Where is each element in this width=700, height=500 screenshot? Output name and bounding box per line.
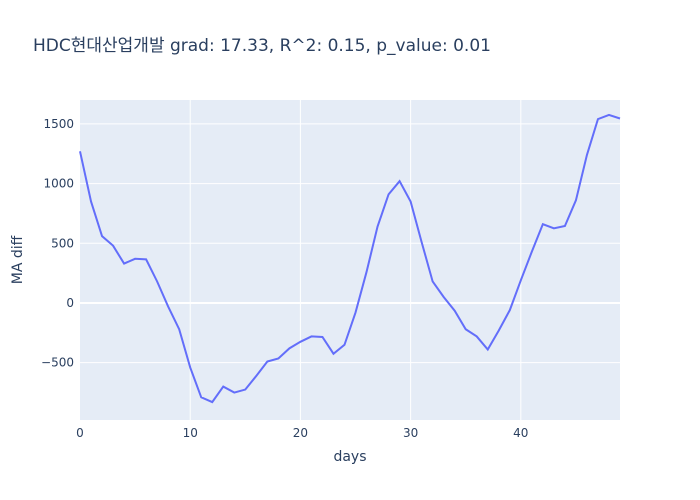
y-tick-label: −500 xyxy=(41,356,74,370)
y-tick-label: 0 xyxy=(66,296,74,310)
x-axis-title: days xyxy=(333,449,366,465)
x-tick-label: 40 xyxy=(513,426,528,440)
chart-title: HDC현대산업개발 grad: 17.33, R^2: 0.15, p_valu… xyxy=(33,36,491,56)
x-tick-label: 10 xyxy=(183,426,198,440)
series-line xyxy=(79,113,621,404)
y-tick-label: 500 xyxy=(51,236,74,250)
y-tick-label: 1000 xyxy=(43,177,74,191)
plot-area xyxy=(80,100,620,420)
y-tick-label: 1500 xyxy=(43,117,74,131)
grid xyxy=(80,100,620,420)
x-tick-label: 0 xyxy=(76,426,84,440)
y-axis-title: MA diff xyxy=(10,235,26,284)
tick-labels: 0 10 20 30 40 −500 0 500 1000 1500 xyxy=(41,117,528,440)
x-tick-label: 20 xyxy=(293,426,308,440)
x-tick-label: 30 xyxy=(403,426,418,440)
